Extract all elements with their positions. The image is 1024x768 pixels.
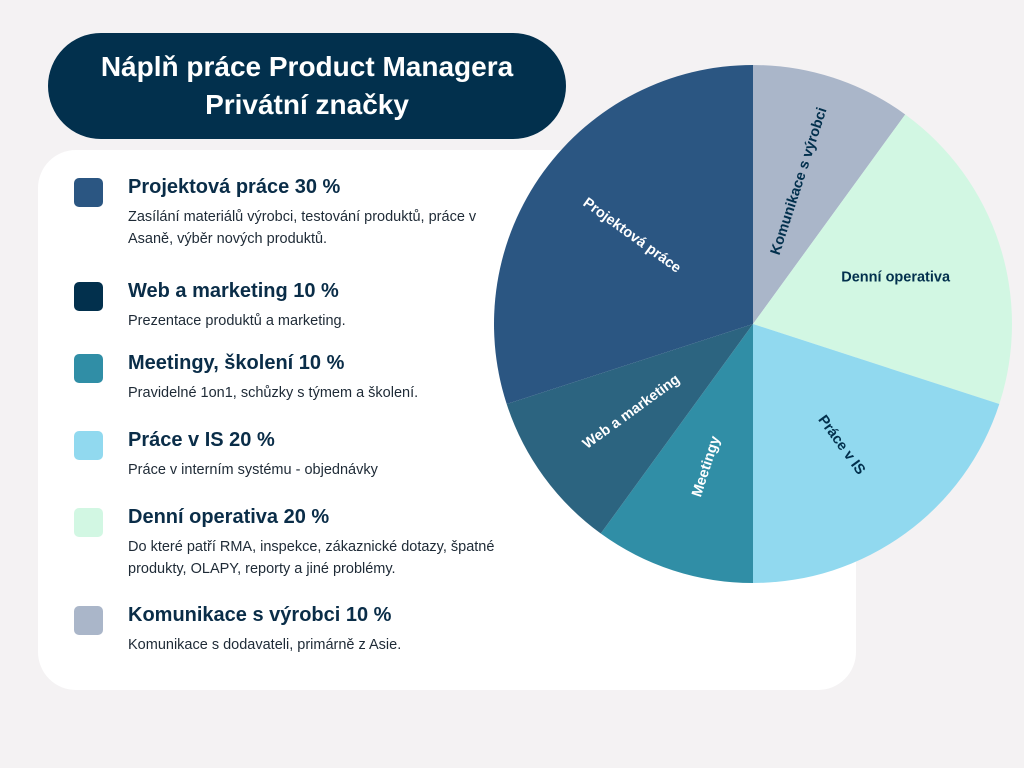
legend-heading: Komunikace s výrobci 10 %	[128, 604, 392, 626]
title-line-2: Privátní značky	[205, 89, 409, 120]
legend-swatch	[74, 508, 103, 537]
legend-heading: Meetingy, školení 10 %	[128, 352, 345, 374]
legend-swatch	[74, 431, 103, 460]
pie-slice-prace-v-is	[753, 324, 1000, 583]
legend-swatch	[74, 354, 103, 383]
pie-label-denni-operativa: Denní operativa	[841, 269, 951, 285]
legend-heading: Denní operativa 20 %	[128, 506, 330, 528]
legend-heading: Práce v IS 20 %	[128, 429, 275, 451]
title-banner: Náplň práce Product Managera Privátní zn…	[48, 33, 566, 139]
legend-description: Komunikace s dodavateli, primárně z Asie…	[128, 637, 402, 653]
legend-description: Práce v interním systému - objednávky	[128, 462, 378, 478]
pie-slice-projektova-prace	[494, 65, 753, 405]
legend-swatch	[74, 178, 103, 207]
pie-slice-komunikace-s-vyrobci	[753, 65, 906, 324]
pie-slice-meetingy	[600, 324, 753, 583]
title-line-1: Náplň práce Product Managera	[100, 51, 514, 82]
legend-heading: Projektová práce 30 %	[128, 176, 341, 198]
legend-swatch	[74, 282, 103, 311]
legend-description: Do které patří RMA, inspekce, zákaznické…	[128, 539, 495, 577]
legend-heading: Web a marketing 10 %	[128, 280, 339, 302]
legend-description: Zasílání materiálů výrobci, testování pr…	[128, 209, 477, 247]
legend-swatch	[74, 606, 103, 635]
legend-description: Pravidelné 1on1, schůzky s týmem a škole…	[128, 385, 419, 401]
legend-description: Prezentace produktů a marketing.	[128, 313, 346, 329]
pie-slice-denni-operativa	[753, 114, 1013, 405]
pie-slice-web-a-marketing	[506, 324, 753, 534]
